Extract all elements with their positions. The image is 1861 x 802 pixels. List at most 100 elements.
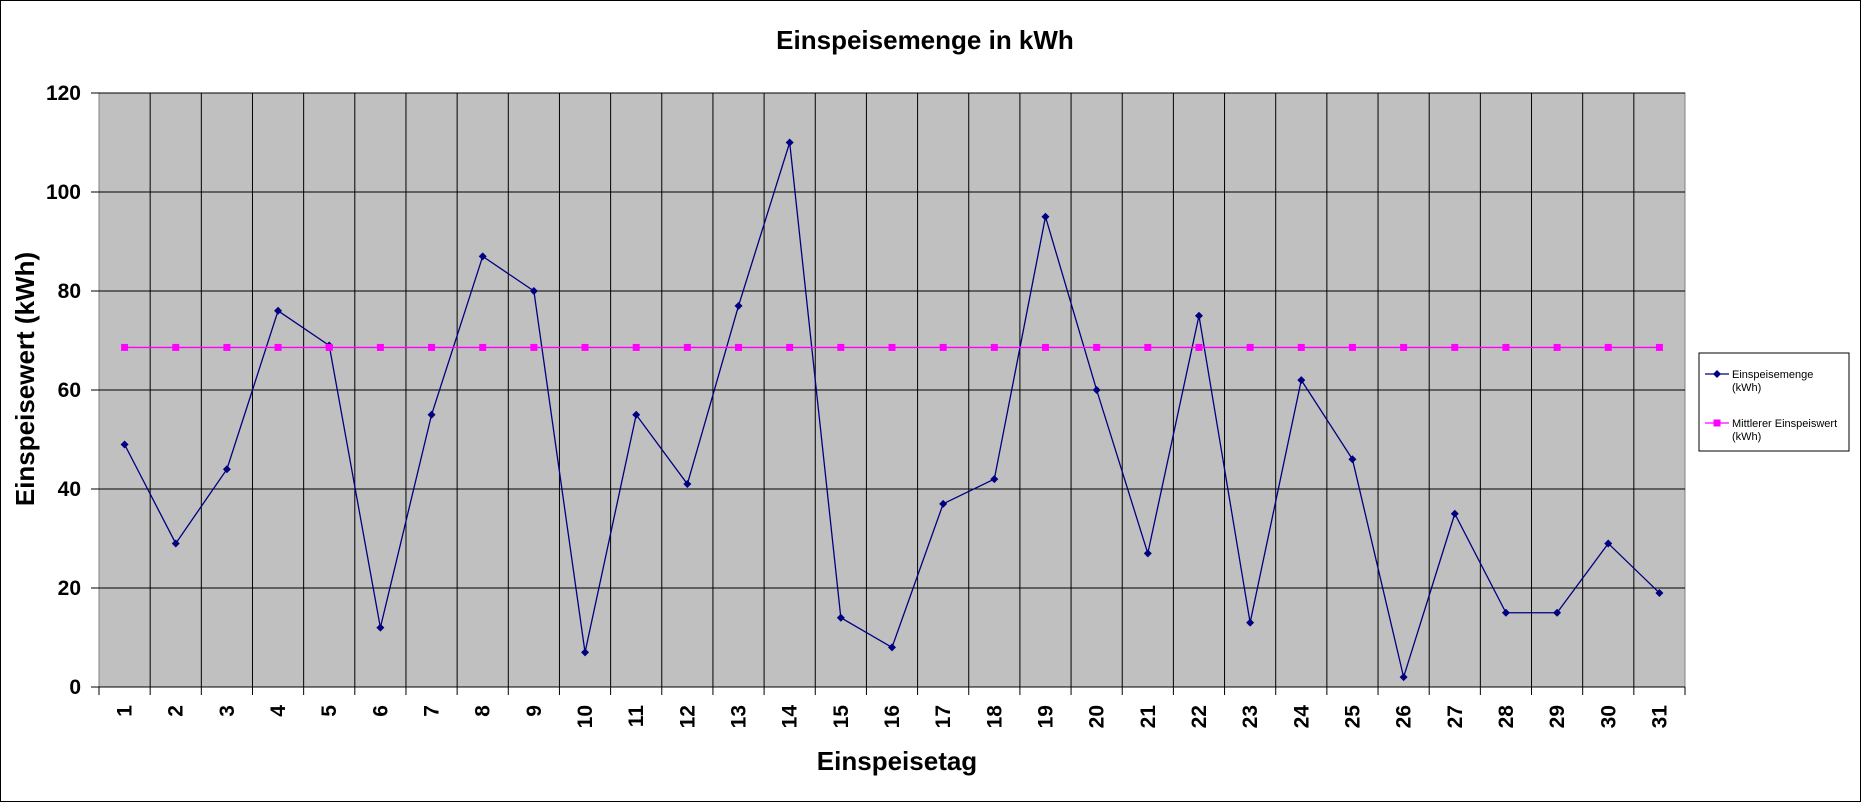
x-tick-label: 28: [1495, 705, 1518, 729]
data-point: [836, 613, 845, 622]
data-point: [734, 301, 743, 310]
y-tick-label: 0: [69, 676, 81, 699]
chart-title: Einspeisemenge in kWh: [776, 25, 1074, 55]
data-point: [1604, 539, 1613, 548]
data-point: [223, 343, 231, 351]
data-point: [1092, 386, 1101, 394]
x-tick-label: 30: [1597, 705, 1620, 728]
data-point: [1246, 343, 1254, 351]
legend-marker: [1713, 419, 1721, 427]
data-point: [581, 343, 589, 351]
legend-label: Einspeisemenge: [1732, 369, 1813, 381]
legend: Einspeisemenge(kWh)Mittlerer Einspeiswer…: [1698, 352, 1850, 452]
data-point: [1553, 608, 1562, 617]
data-point: [1041, 212, 1050, 221]
data-point: [1348, 343, 1356, 351]
data-point: [581, 648, 590, 657]
data-point: [428, 343, 436, 351]
data-point: [427, 410, 436, 419]
data-point: [172, 343, 180, 351]
x-tick-label: 15: [830, 705, 853, 729]
data-point: [171, 539, 180, 548]
legend-marker: [1713, 370, 1721, 378]
data-point: [990, 475, 999, 484]
x-tick-label: 2: [165, 705, 188, 717]
data-point: [1297, 376, 1306, 385]
x-tick-label: 25: [1341, 705, 1364, 729]
y-tick-label: 40: [58, 478, 81, 501]
data-point: [683, 343, 691, 351]
data-point: [529, 287, 538, 295]
x-tick-label: 29: [1546, 705, 1569, 728]
data-point: [1143, 549, 1152, 558]
data-point: [990, 343, 998, 351]
data-point: [632, 410, 641, 419]
x-axis-ticks: 1 2 3 4 5 6 7 8 9 10 11 12 13 14 15 16 17 18 19 20 21 22 23 24 2…: [98, 686, 1686, 729]
data-point: [888, 643, 896, 652]
data-point: [785, 138, 794, 147]
y-tick-label: 60: [58, 379, 81, 402]
x-tick-label: 1: [114, 705, 137, 717]
series-2: [121, 343, 1663, 351]
x-tick-label: 22: [1188, 705, 1211, 728]
y-axis-ticks: 0 20 40 60 80 100 120: [46, 82, 99, 699]
data-point: [1246, 618, 1255, 627]
x-tick-label: 26: [1393, 705, 1416, 728]
x-tick-label: 8: [472, 705, 495, 717]
x-tick-label: 14: [779, 705, 802, 729]
legend-box: [1698, 352, 1850, 452]
x-tick-label: 21: [1137, 705, 1160, 729]
series-1: [120, 138, 1664, 682]
y-axis-title: Einspeisewert (kWh): [10, 252, 40, 506]
legend-label: (kWh): [1732, 382, 1761, 394]
data-point: [1655, 588, 1664, 597]
data-point: [376, 623, 385, 632]
x-tick-label: 16: [881, 705, 904, 728]
data-point: [121, 343, 129, 351]
data-point: [683, 480, 692, 489]
x-tick-label: 31: [1648, 705, 1671, 729]
data-point: [632, 343, 640, 351]
data-point: [939, 343, 947, 351]
data-point: [325, 343, 333, 351]
x-tick-label: 27: [1444, 705, 1467, 728]
x-tick-label: 7: [421, 705, 444, 717]
y-tick-label: 20: [58, 577, 81, 600]
data-point: [837, 343, 845, 351]
data-point: [1450, 509, 1459, 518]
data-point: [939, 499, 948, 508]
x-tick-label: 12: [676, 705, 699, 728]
data-point: [1604, 343, 1612, 351]
legend-label: (kWh): [1732, 431, 1761, 443]
data-point: [1553, 343, 1561, 351]
x-tick-label: 10: [574, 705, 597, 728]
data-point: [1348, 455, 1357, 464]
legend-item: Mittlerer Einspeiswert(kWh): [1705, 418, 1837, 443]
data-point: [735, 343, 743, 351]
x-tick-label: 6: [369, 705, 392, 717]
x-tick-label: 4: [267, 705, 290, 717]
x-tick-label: 18: [983, 705, 1006, 729]
x-tick-label: 11: [625, 705, 648, 728]
x-tick-label: 23: [1239, 705, 1262, 728]
data-point: [1194, 311, 1203, 320]
data-point: [1195, 343, 1203, 351]
x-axis-title: Einspeisetag: [817, 746, 977, 776]
x-tick-label: 19: [1034, 705, 1057, 728]
data-point: [1451, 343, 1459, 351]
data-point: [1400, 343, 1408, 351]
data-point: [274, 343, 282, 351]
data-point: [1297, 343, 1305, 351]
series-layer: [120, 138, 1664, 682]
x-tick-label: 17: [932, 705, 955, 728]
data-point: [1655, 343, 1663, 351]
data-point: [1502, 343, 1510, 351]
data-point: [479, 343, 487, 351]
data-point: [1399, 673, 1408, 682]
data-point: [786, 343, 794, 351]
data-point: [222, 465, 231, 474]
data-point: [1501, 608, 1510, 617]
y-tick-label: 80: [58, 280, 81, 303]
